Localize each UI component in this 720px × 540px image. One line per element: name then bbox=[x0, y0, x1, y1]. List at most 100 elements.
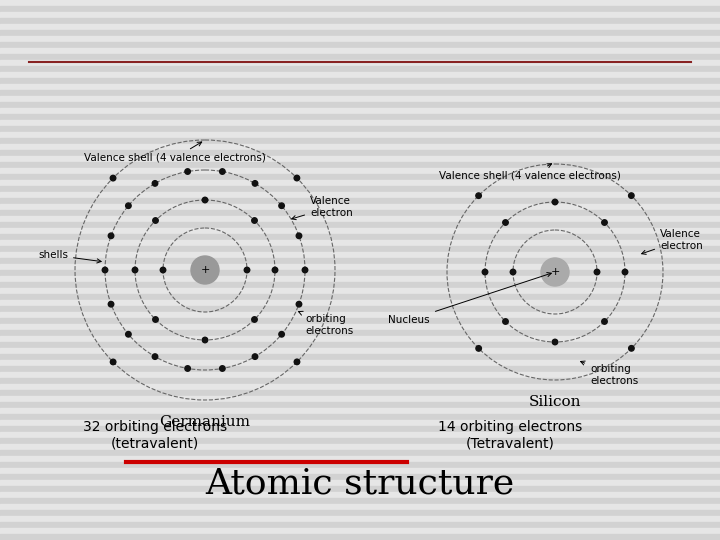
Circle shape bbox=[161, 267, 166, 273]
Circle shape bbox=[503, 220, 508, 225]
Bar bbox=[0, 426, 720, 432]
Bar bbox=[0, 90, 720, 96]
Bar bbox=[0, 456, 720, 462]
Circle shape bbox=[252, 218, 257, 223]
Bar bbox=[0, 498, 720, 504]
Circle shape bbox=[244, 267, 250, 273]
Bar bbox=[0, 234, 720, 240]
Circle shape bbox=[552, 199, 558, 205]
Bar bbox=[0, 258, 720, 264]
Text: Atomic structure: Atomic structure bbox=[205, 467, 515, 500]
Circle shape bbox=[594, 269, 600, 275]
Circle shape bbox=[126, 332, 131, 337]
Circle shape bbox=[510, 269, 516, 275]
Bar bbox=[0, 252, 720, 258]
Bar bbox=[0, 192, 720, 198]
Bar bbox=[0, 396, 720, 402]
Bar bbox=[0, 522, 720, 528]
Bar bbox=[0, 402, 720, 408]
Bar bbox=[0, 102, 720, 108]
Bar bbox=[0, 12, 720, 18]
Bar bbox=[0, 276, 720, 282]
Bar bbox=[0, 306, 720, 312]
Bar bbox=[0, 6, 720, 12]
Circle shape bbox=[152, 354, 158, 359]
Bar bbox=[0, 450, 720, 456]
Text: shells: shells bbox=[38, 250, 102, 263]
Text: Germanium: Germanium bbox=[160, 415, 251, 429]
Circle shape bbox=[202, 197, 208, 202]
Circle shape bbox=[602, 319, 607, 324]
Bar bbox=[0, 126, 720, 132]
Text: 32 orbiting electrons
(tetravalent): 32 orbiting electrons (tetravalent) bbox=[83, 420, 227, 450]
Bar bbox=[0, 204, 720, 210]
Circle shape bbox=[252, 354, 258, 359]
Circle shape bbox=[185, 169, 190, 174]
Circle shape bbox=[220, 366, 225, 371]
Circle shape bbox=[191, 256, 219, 284]
Text: orbiting
electrons: orbiting electrons bbox=[299, 312, 354, 336]
Bar bbox=[0, 480, 720, 486]
Bar bbox=[0, 474, 720, 480]
Bar bbox=[0, 174, 720, 180]
Circle shape bbox=[153, 317, 158, 322]
Bar bbox=[0, 372, 720, 378]
Circle shape bbox=[302, 267, 307, 273]
Bar bbox=[0, 504, 720, 510]
Text: Valence shell (4 valence electrons): Valence shell (4 valence electrons) bbox=[439, 164, 621, 180]
Text: Silicon: Silicon bbox=[528, 395, 581, 409]
Text: 14 orbiting electrons
(Tetravalent): 14 orbiting electrons (Tetravalent) bbox=[438, 420, 582, 450]
Bar bbox=[0, 180, 720, 186]
Bar bbox=[0, 240, 720, 246]
Bar bbox=[0, 30, 720, 36]
Bar bbox=[0, 462, 720, 468]
Bar bbox=[0, 348, 720, 354]
Bar bbox=[0, 222, 720, 228]
Bar bbox=[0, 84, 720, 90]
Circle shape bbox=[220, 169, 225, 174]
Bar bbox=[0, 366, 720, 372]
Bar bbox=[0, 186, 720, 192]
Bar bbox=[0, 354, 720, 360]
Bar bbox=[0, 78, 720, 84]
Bar bbox=[0, 444, 720, 450]
Circle shape bbox=[185, 366, 190, 371]
Bar bbox=[0, 312, 720, 318]
Bar bbox=[0, 144, 720, 150]
Circle shape bbox=[110, 176, 116, 181]
Circle shape bbox=[476, 193, 482, 198]
Circle shape bbox=[202, 338, 208, 343]
Bar bbox=[0, 48, 720, 54]
Bar bbox=[0, 198, 720, 204]
Bar bbox=[0, 138, 720, 144]
Bar bbox=[0, 492, 720, 498]
Circle shape bbox=[279, 332, 284, 337]
Bar bbox=[0, 330, 720, 336]
Bar bbox=[0, 72, 720, 78]
Bar bbox=[0, 150, 720, 156]
Bar bbox=[0, 60, 720, 66]
Circle shape bbox=[552, 339, 558, 345]
Circle shape bbox=[272, 267, 278, 273]
Circle shape bbox=[152, 181, 158, 186]
Bar bbox=[0, 360, 720, 366]
Bar bbox=[0, 228, 720, 234]
Bar bbox=[0, 468, 720, 474]
Circle shape bbox=[252, 317, 257, 322]
Bar bbox=[0, 534, 720, 540]
Text: Nucleus: Nucleus bbox=[388, 273, 552, 325]
Bar bbox=[0, 210, 720, 216]
Bar bbox=[0, 36, 720, 42]
Bar bbox=[0, 162, 720, 168]
Circle shape bbox=[108, 301, 114, 307]
Bar bbox=[0, 414, 720, 420]
Bar bbox=[0, 342, 720, 348]
Circle shape bbox=[153, 218, 158, 223]
Circle shape bbox=[252, 181, 258, 186]
Circle shape bbox=[629, 193, 634, 198]
Bar bbox=[0, 216, 720, 222]
Circle shape bbox=[126, 203, 131, 208]
Bar bbox=[0, 486, 720, 492]
Bar bbox=[0, 168, 720, 174]
Bar bbox=[0, 438, 720, 444]
